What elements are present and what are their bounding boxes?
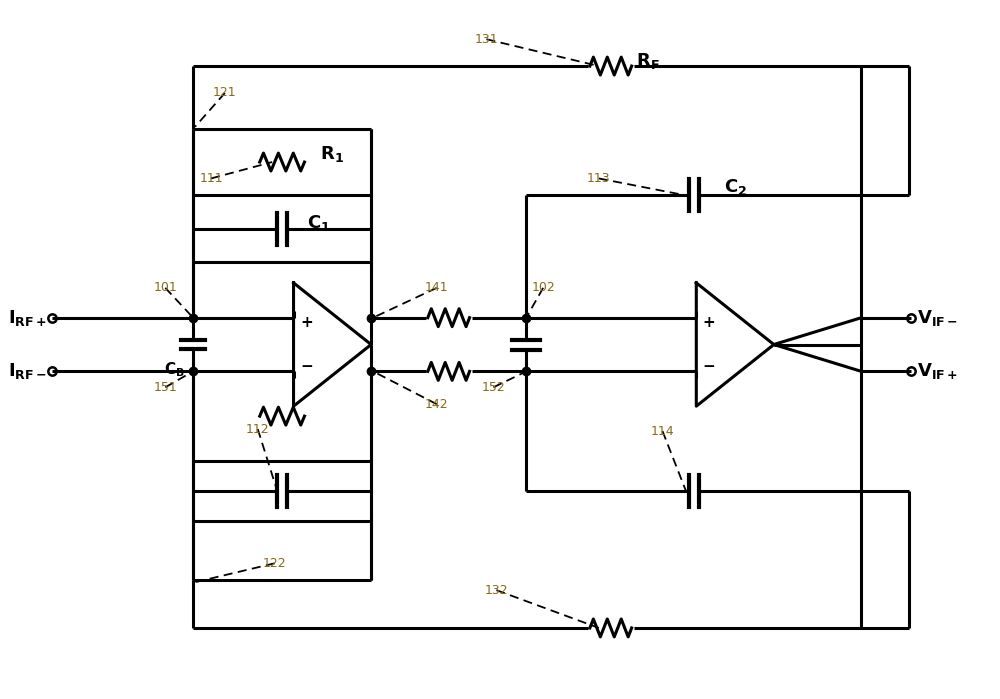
Text: 102: 102 bbox=[531, 281, 555, 294]
Text: $\mathbf{C_2}$: $\mathbf{C_2}$ bbox=[724, 178, 747, 197]
Text: 101: 101 bbox=[153, 281, 177, 294]
Text: $\mathbf{C_B}$: $\mathbf{C_B}$ bbox=[164, 360, 185, 379]
Text: $\mathbf{V_{IF+}}$: $\mathbf{V_{IF+}}$ bbox=[917, 361, 958, 382]
Text: $\mathbf{I_{RF+}}$: $\mathbf{I_{RF+}}$ bbox=[8, 308, 47, 328]
Text: −: − bbox=[300, 359, 313, 374]
Text: 132: 132 bbox=[485, 584, 508, 597]
Text: 112: 112 bbox=[246, 423, 270, 435]
Text: 142: 142 bbox=[425, 398, 449, 411]
Text: $\mathbf{V_{IF-}}$: $\mathbf{V_{IF-}}$ bbox=[917, 308, 958, 328]
Text: +: + bbox=[300, 315, 313, 330]
Text: −: − bbox=[703, 359, 716, 374]
Text: 111: 111 bbox=[199, 172, 223, 185]
Text: $\mathbf{R_F}$: $\mathbf{R_F}$ bbox=[636, 51, 659, 71]
Text: 151: 151 bbox=[153, 381, 177, 394]
Text: 121: 121 bbox=[213, 87, 237, 99]
Text: +: + bbox=[703, 315, 716, 330]
Text: 131: 131 bbox=[475, 33, 498, 45]
Text: $\mathbf{I_{RF-}}$: $\mathbf{I_{RF-}}$ bbox=[8, 361, 47, 382]
Text: 113: 113 bbox=[587, 172, 611, 185]
Text: 141: 141 bbox=[425, 281, 449, 294]
Text: 122: 122 bbox=[263, 557, 286, 570]
Text: $\mathbf{C_1}$: $\mathbf{C_1}$ bbox=[307, 212, 330, 233]
Text: $\mathbf{R_1}$: $\mathbf{R_1}$ bbox=[320, 144, 344, 164]
Text: 114: 114 bbox=[651, 424, 674, 438]
Text: 152: 152 bbox=[482, 381, 505, 394]
